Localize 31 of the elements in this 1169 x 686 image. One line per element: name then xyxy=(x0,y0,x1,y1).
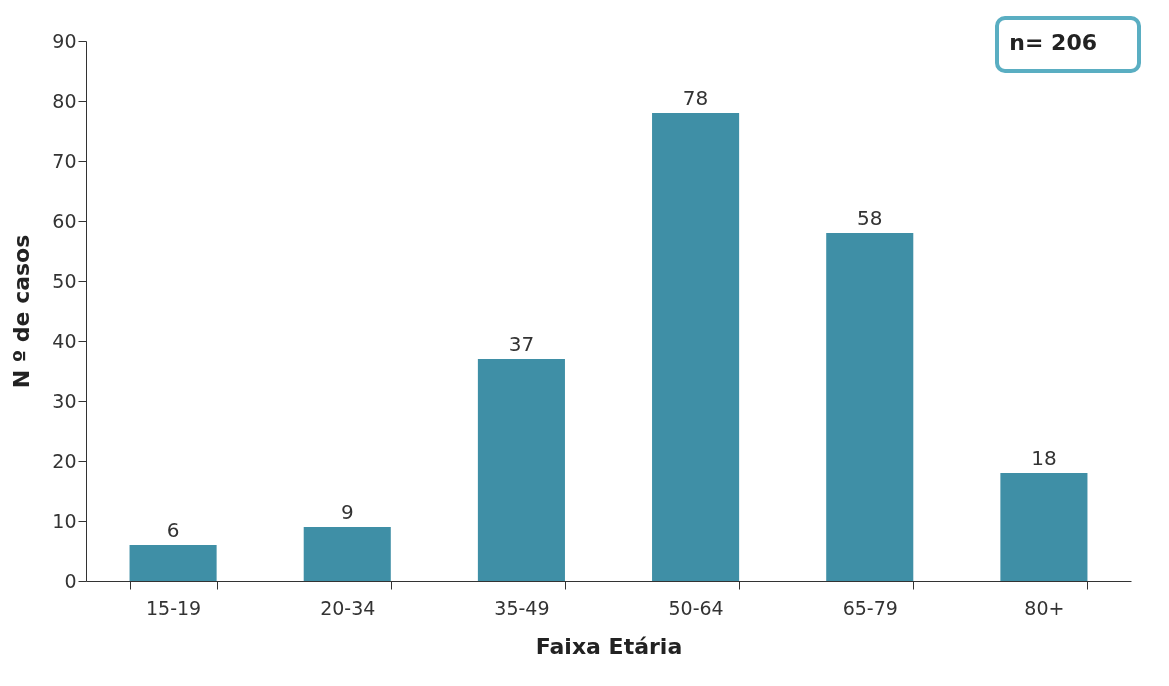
x-tick-label: 35-49 xyxy=(494,596,550,619)
y-tick-label: 0 xyxy=(64,569,77,592)
y-tick-label: 60 xyxy=(52,209,77,232)
x-tick-label: 80+ xyxy=(1024,596,1065,619)
y-tick-label: 70 xyxy=(52,149,77,172)
y-tick-label: 80 xyxy=(52,89,77,112)
annotation: n= 206 xyxy=(995,16,1141,73)
x-tick-label: 20-34 xyxy=(320,596,376,619)
data-label: 58 xyxy=(857,206,883,230)
bar xyxy=(477,359,565,581)
y-tick-label: 90 xyxy=(52,29,77,52)
x-axis-title: Faixa Etária xyxy=(535,633,683,659)
y-tick-label: 20 xyxy=(52,449,77,472)
x-tick-label: 50-64 xyxy=(668,596,724,619)
y-tick-label: 10 xyxy=(52,509,77,532)
bar xyxy=(652,113,740,581)
bar xyxy=(129,545,217,581)
data-label: 9 xyxy=(340,500,354,524)
y-tick-label: 40 xyxy=(52,329,77,352)
bar xyxy=(826,233,914,581)
x-tick-label: 65-79 xyxy=(842,596,898,619)
data-label: 37 xyxy=(508,332,535,356)
data-label: 18 xyxy=(1031,446,1057,470)
y-axis-title: N º de casos xyxy=(9,234,35,389)
bar xyxy=(303,527,391,581)
x-tick-label: 15-19 xyxy=(145,596,202,619)
y-tick-label: 50 xyxy=(52,269,77,292)
y-tick-label: 30 xyxy=(52,389,77,412)
data-label: 6 xyxy=(166,518,180,542)
bar xyxy=(1000,473,1088,581)
data-label: 78 xyxy=(682,86,709,110)
